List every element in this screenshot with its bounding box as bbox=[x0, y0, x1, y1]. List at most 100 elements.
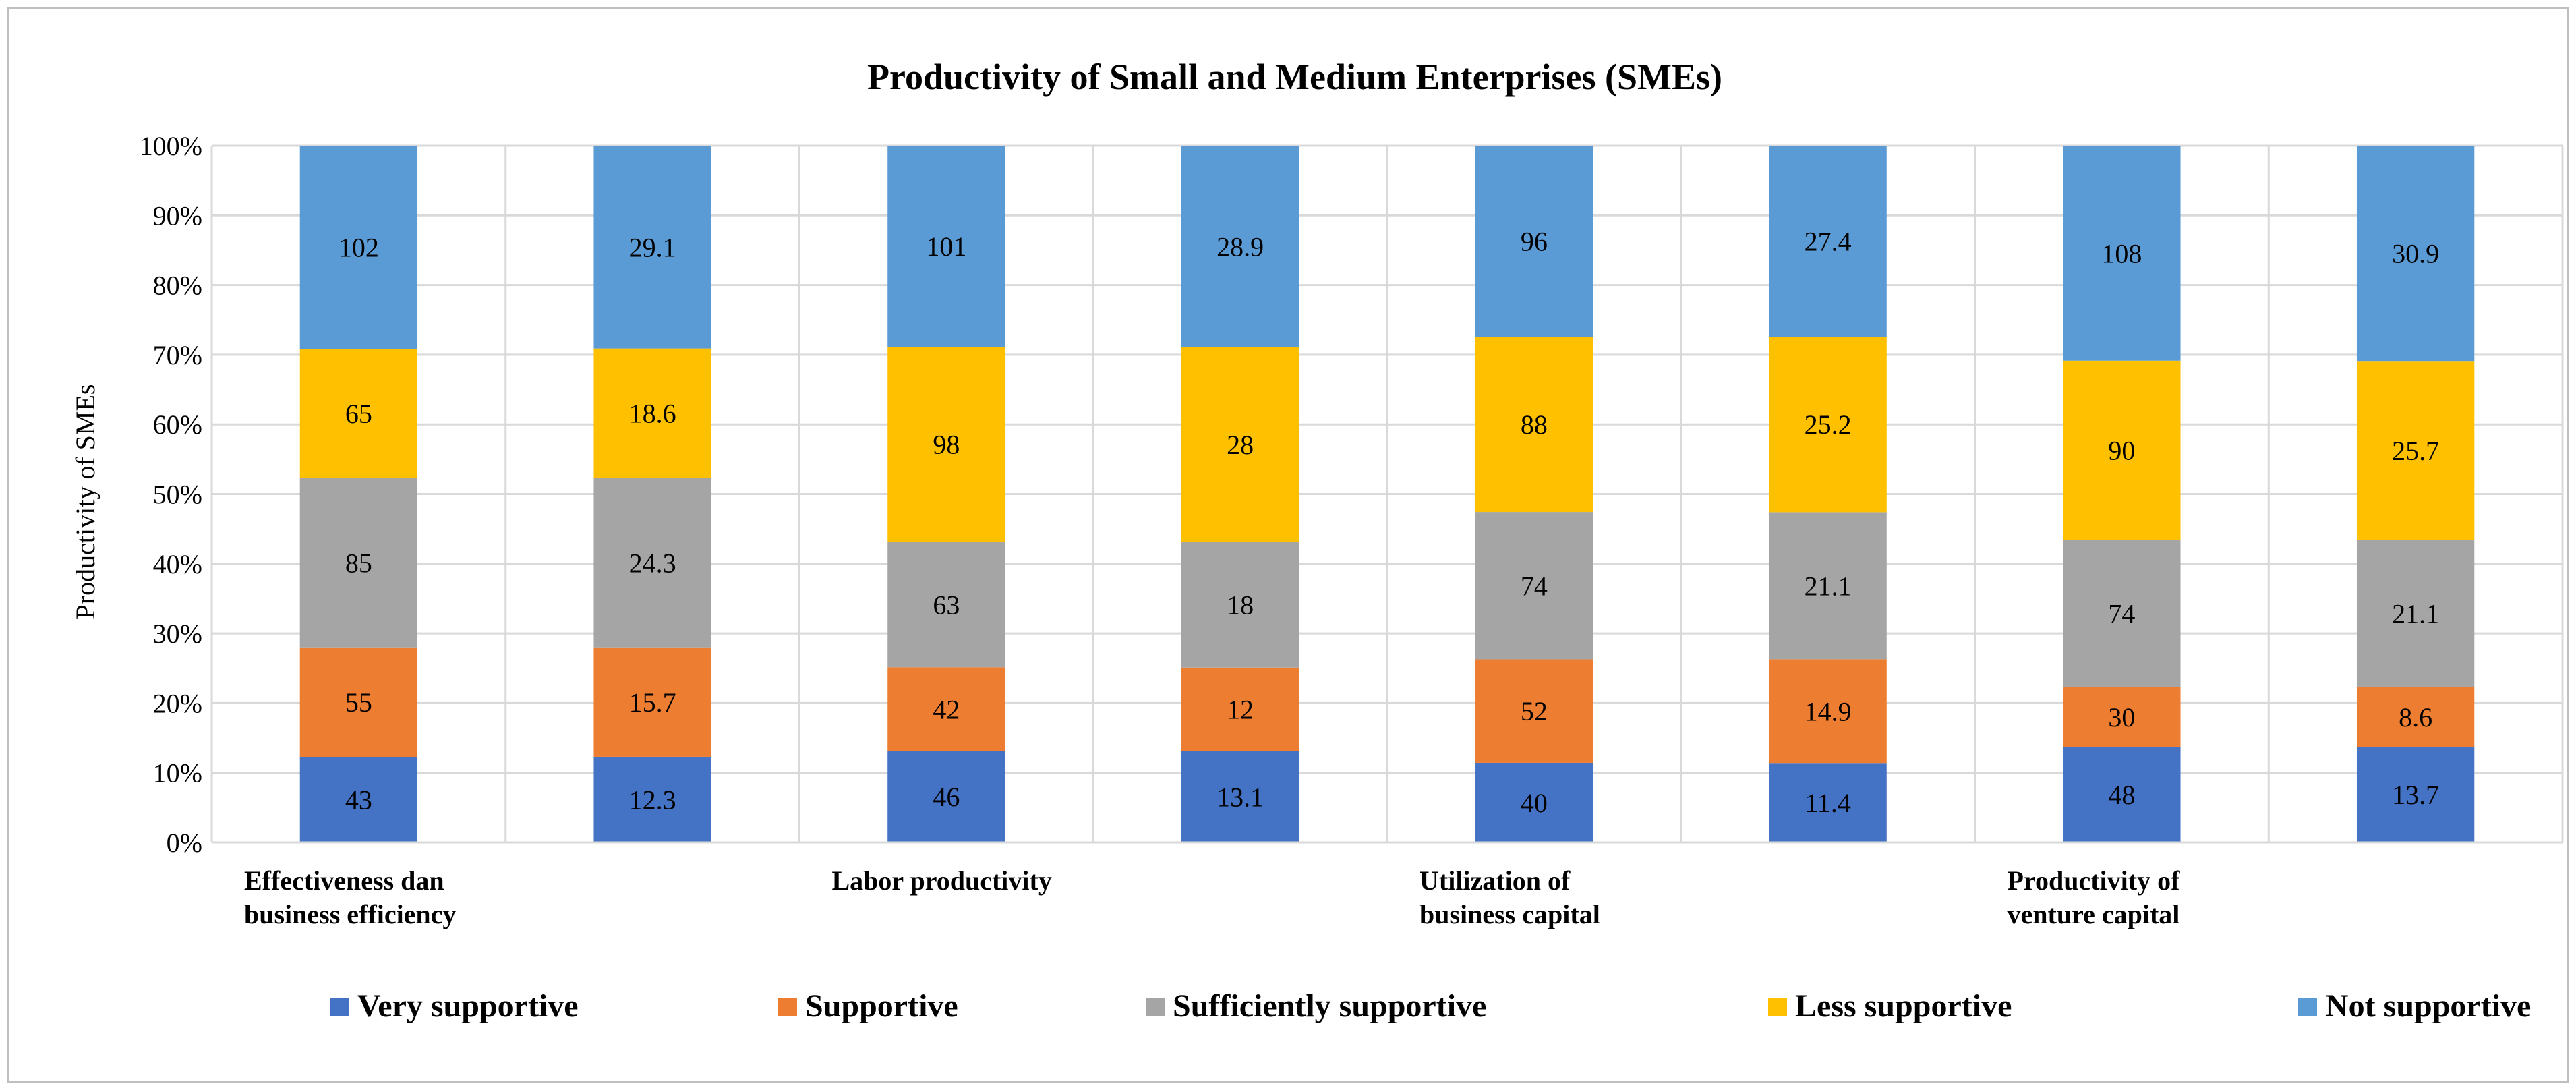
bar-segment bbox=[887, 667, 1005, 751]
data-label: 18.6 bbox=[629, 399, 676, 429]
data-label: 27.4 bbox=[1805, 227, 1852, 257]
y-tick-label: 100% bbox=[140, 131, 202, 161]
bar-segment bbox=[593, 146, 711, 349]
legend-label: Sufficiently supportive bbox=[1173, 988, 1486, 1024]
bar-segment bbox=[299, 349, 418, 478]
bar-segment bbox=[1475, 762, 1593, 842]
data-label: 28 bbox=[1227, 430, 1254, 460]
x-category-label: Labor productivity bbox=[832, 865, 1052, 896]
legend-label: Supportive bbox=[805, 988, 958, 1024]
legend-swatch bbox=[330, 998, 349, 1016]
bar-segment bbox=[1769, 763, 1887, 842]
data-label: 25.2 bbox=[1805, 409, 1852, 440]
bar-segment bbox=[2063, 146, 2181, 361]
grid-layer bbox=[210, 144, 2564, 844]
bar-segment bbox=[1769, 659, 1887, 764]
legend-label: Very supportive bbox=[357, 988, 579, 1024]
bar-segment bbox=[887, 347, 1005, 542]
bar-segment bbox=[593, 647, 711, 757]
bar-segment bbox=[887, 542, 1005, 668]
y-tick-label: 60% bbox=[153, 409, 202, 440]
bar-segment bbox=[299, 757, 418, 842]
data-label: 12.3 bbox=[629, 784, 676, 815]
bar-segment bbox=[1769, 512, 1887, 660]
y-tick-label: 10% bbox=[153, 758, 202, 788]
data-label: 24.3 bbox=[629, 548, 676, 578]
data-label: 43 bbox=[345, 785, 372, 815]
data-label: 13.1 bbox=[1217, 782, 1264, 812]
chart-title: Productivity of Small and Medium Enterpr… bbox=[867, 57, 1722, 97]
y-tick-label: 30% bbox=[153, 619, 202, 649]
data-label: 8.6 bbox=[2399, 702, 2432, 733]
data-label: 102 bbox=[339, 233, 379, 263]
data-label: 15.7 bbox=[629, 687, 676, 718]
data-label: 30.9 bbox=[2392, 239, 2439, 269]
y-tick-label: 40% bbox=[153, 549, 202, 579]
data-label: 63 bbox=[933, 590, 960, 620]
data-label: 11.4 bbox=[1805, 788, 1851, 818]
bar-segment bbox=[299, 146, 418, 349]
bar-segment bbox=[1769, 337, 1887, 513]
bar-segment bbox=[2063, 687, 2181, 747]
legend-label: Less supportive bbox=[1795, 988, 2012, 1024]
stacked-bar-chart: Productivity of Small and Medium Enterpr… bbox=[70, 57, 2564, 1024]
bar-segment bbox=[2063, 747, 2181, 842]
data-label: 96 bbox=[1521, 227, 1548, 257]
data-label: 25.7 bbox=[2392, 436, 2439, 466]
data-label: 101 bbox=[926, 231, 966, 262]
data-label: 85 bbox=[345, 548, 372, 578]
legend: Very supportive Supportive Sufficiently su… bbox=[330, 988, 2531, 1024]
legend-swatch bbox=[778, 998, 797, 1016]
bar-segment bbox=[593, 756, 711, 842]
chart-container: Productivity of Small and Medium Enterpr… bbox=[7, 7, 2569, 1083]
data-label: 55 bbox=[345, 687, 372, 718]
bar-segment bbox=[299, 478, 418, 648]
y-tick-label: 80% bbox=[153, 270, 202, 301]
bar-segment bbox=[1475, 659, 1593, 763]
bar-segment bbox=[1181, 347, 1299, 542]
bar-segment bbox=[2063, 540, 2181, 687]
bar-segment bbox=[1769, 146, 1887, 337]
y-axis-title: Productivity of SMEs bbox=[70, 384, 100, 620]
data-label: 108 bbox=[2101, 238, 2142, 268]
data-label: 48 bbox=[2108, 780, 2135, 810]
legend-label: Not supportive bbox=[2325, 988, 2531, 1024]
data-label: 28.9 bbox=[1217, 231, 1264, 262]
y-tick-label: 20% bbox=[153, 688, 202, 718]
bar-segment bbox=[887, 751, 1005, 842]
data-label: 90 bbox=[2108, 436, 2135, 466]
data-label: 46 bbox=[933, 782, 960, 812]
bar-segment bbox=[2356, 540, 2475, 687]
bar-segment bbox=[1181, 542, 1299, 668]
data-label: 21.1 bbox=[1805, 571, 1852, 601]
y-tick-label: 0% bbox=[167, 828, 202, 858]
data-label: 21.1 bbox=[2392, 599, 2439, 629]
bar-segment bbox=[1475, 512, 1593, 660]
bar-segment bbox=[2356, 747, 2475, 842]
data-label: 14.9 bbox=[1805, 696, 1852, 726]
data-label: 40 bbox=[1521, 788, 1548, 818]
axis-layer: 0% 10% 20% 30% 40% 50% 60% 70% 80% 90% 100% Effecti… bbox=[140, 131, 2563, 929]
data-label: 98 bbox=[933, 430, 960, 460]
bar-segment bbox=[299, 647, 418, 757]
data-label: 65 bbox=[345, 399, 372, 429]
bar-segment bbox=[1181, 751, 1299, 842]
x-category-label: Productivity of venture capital bbox=[2008, 865, 2181, 929]
bar-segment bbox=[593, 348, 711, 478]
data-label: 18 bbox=[1227, 590, 1254, 621]
data-label: 88 bbox=[1521, 409, 1548, 440]
bar-segment bbox=[1181, 667, 1299, 751]
legend-swatch bbox=[1768, 998, 1787, 1016]
data-label: 30 bbox=[2108, 702, 2135, 733]
data-label: 13.7 bbox=[2392, 780, 2439, 810]
bar-segment bbox=[2356, 361, 2475, 540]
bar-segment bbox=[1475, 146, 1593, 337]
legend-swatch bbox=[2298, 998, 2317, 1016]
bar-segment bbox=[2356, 687, 2475, 747]
y-tick-label: 70% bbox=[153, 340, 202, 370]
data-label: 29.1 bbox=[629, 232, 676, 262]
bar-segment bbox=[2063, 360, 2181, 540]
y-tick-label: 50% bbox=[153, 480, 202, 510]
data-label: 52 bbox=[1521, 696, 1548, 726]
x-category-label: Utilization of business capital bbox=[1419, 865, 1600, 929]
